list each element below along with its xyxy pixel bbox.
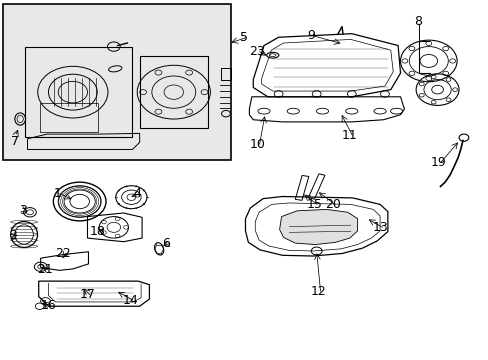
Bar <box>40 103 98 132</box>
Text: 13: 13 <box>371 221 387 234</box>
Text: 8: 8 <box>413 15 421 28</box>
Text: 20: 20 <box>325 198 340 211</box>
Text: 23: 23 <box>249 45 264 58</box>
Bar <box>3 4 231 160</box>
Text: 1: 1 <box>53 187 61 200</box>
Text: 18: 18 <box>89 225 105 238</box>
Text: 9: 9 <box>306 29 314 42</box>
Text: 14: 14 <box>122 294 138 307</box>
Text: 2: 2 <box>9 229 17 242</box>
Text: 11: 11 <box>341 129 357 142</box>
Text: 12: 12 <box>310 285 325 298</box>
Text: 6: 6 <box>162 237 170 250</box>
Text: 15: 15 <box>306 198 322 211</box>
Polygon shape <box>279 210 357 244</box>
Text: 7: 7 <box>11 135 20 148</box>
Text: 10: 10 <box>249 138 264 150</box>
Text: 22: 22 <box>55 247 71 260</box>
Text: 3: 3 <box>19 204 27 217</box>
Bar <box>221 68 230 80</box>
Text: 17: 17 <box>80 288 95 301</box>
Text: 4: 4 <box>133 187 141 200</box>
Text: 21: 21 <box>37 263 53 276</box>
Text: 19: 19 <box>430 156 446 168</box>
Text: 5: 5 <box>239 31 247 44</box>
Text: 16: 16 <box>41 299 56 312</box>
